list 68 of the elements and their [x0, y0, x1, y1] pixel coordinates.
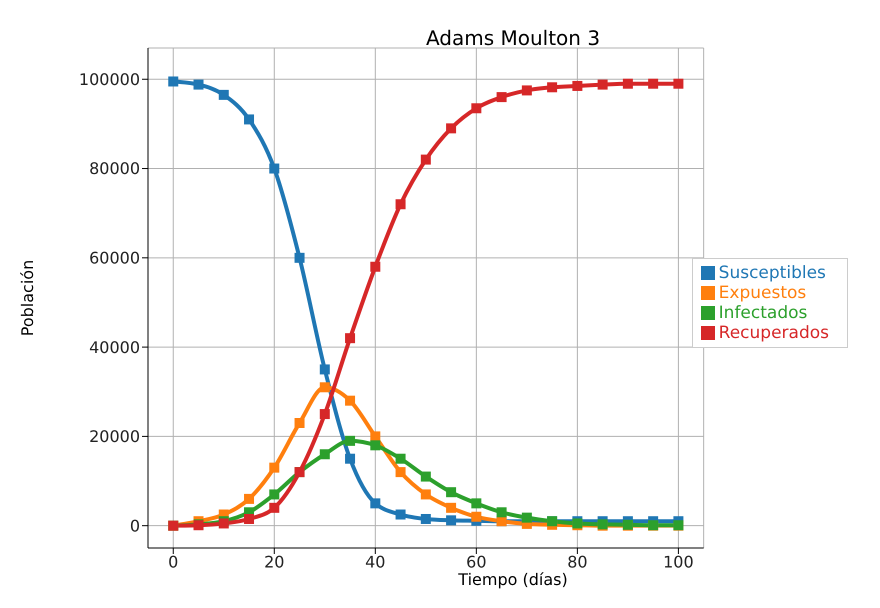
point — [420, 154, 431, 165]
point — [218, 90, 229, 100]
x-tick-label: 0 — [168, 552, 178, 572]
point — [320, 364, 330, 374]
point — [194, 80, 204, 90]
point — [320, 449, 330, 460]
chart-title: Adams Moulton 3 — [424, 26, 602, 50]
x-tick-label: 80 — [567, 552, 588, 572]
point — [496, 92, 507, 102]
x-tick-label: 60 — [466, 552, 487, 572]
legend-label: Recuperados — [718, 323, 829, 343]
point — [446, 123, 456, 134]
point — [598, 80, 608, 90]
point — [420, 472, 431, 482]
point — [622, 78, 633, 89]
point — [345, 454, 356, 464]
point — [396, 199, 406, 210]
y-axis-title: Población — [18, 260, 37, 336]
point — [370, 498, 380, 508]
point — [320, 409, 330, 420]
point — [446, 515, 456, 526]
legend-label: Susceptibles — [718, 263, 826, 283]
point — [648, 78, 658, 89]
point — [269, 502, 280, 513]
point — [522, 85, 532, 96]
point — [269, 164, 280, 174]
point — [396, 510, 406, 520]
point — [294, 252, 305, 263]
y-tick-label: 80000 — [89, 159, 140, 178]
point — [396, 467, 406, 478]
x-axis-title: Tiempo (días) — [457, 570, 569, 589]
y-tick-label: 0 — [130, 516, 140, 536]
point — [496, 507, 507, 518]
point — [370, 431, 380, 442]
point — [168, 76, 178, 86]
x-tick-label: 100 — [663, 552, 694, 572]
point — [446, 487, 456, 498]
point — [673, 78, 684, 89]
legend-label: Infectados — [718, 303, 808, 323]
point — [471, 512, 482, 522]
point — [370, 262, 380, 272]
point — [244, 114, 254, 124]
point — [345, 436, 356, 446]
point — [294, 418, 305, 428]
point — [471, 103, 482, 114]
point — [446, 502, 456, 513]
point — [244, 514, 254, 524]
point — [345, 396, 356, 406]
point — [269, 489, 280, 500]
y-tick-label: 20000 — [89, 427, 140, 446]
y-tick-label: 100000 — [78, 70, 140, 89]
x-tick-label: 40 — [365, 552, 386, 572]
point — [370, 440, 380, 450]
point — [396, 454, 406, 464]
legend-label: Expuestos — [718, 283, 806, 303]
point — [572, 80, 582, 91]
point — [345, 333, 356, 344]
point — [244, 494, 254, 504]
point — [420, 489, 431, 500]
x-tick-label: 20 — [264, 552, 284, 572]
y-tick-label: 40000 — [89, 338, 140, 357]
y-tick-label: 60000 — [89, 248, 140, 268]
point — [320, 382, 330, 392]
point — [522, 512, 532, 523]
point — [547, 82, 558, 92]
point — [269, 462, 280, 473]
point — [471, 498, 482, 508]
point — [420, 514, 431, 524]
